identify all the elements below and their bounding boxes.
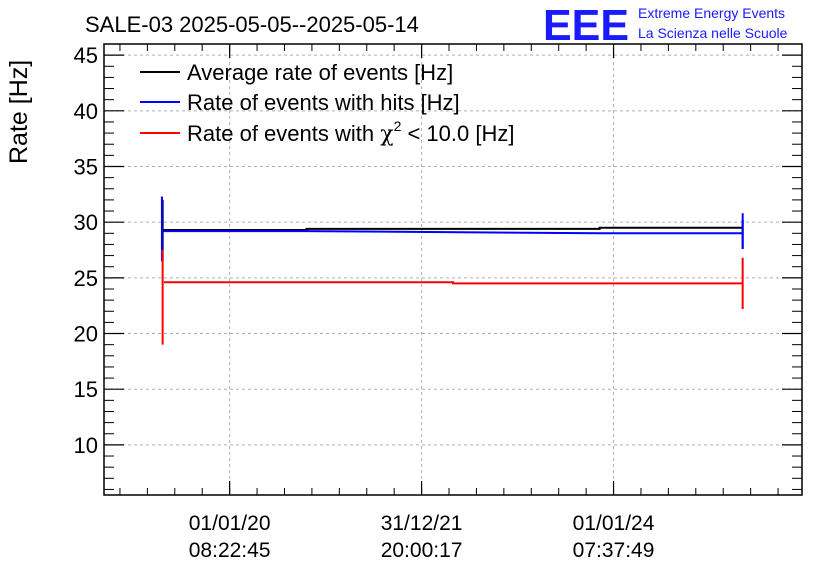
x-tick-label-time: 20:00:17 <box>381 539 463 562</box>
series-line <box>163 226 743 231</box>
y-tick-labels: 10 15 20 25 30 35 40 45 <box>74 43 98 458</box>
legend-label-hits: Rate of events with hits [Hz] <box>187 90 460 115</box>
y-tick-label: 25 <box>74 266 98 291</box>
legend-chi-symbol: χ <box>380 122 393 147</box>
y-tick-label: 40 <box>74 99 98 124</box>
legend-label-average: Average rate of events [Hz] <box>187 60 453 85</box>
x-tick-label-date: 01/01/20 <box>189 512 271 535</box>
x-tick-label-time: 08:22:45 <box>189 539 271 562</box>
data-series <box>160 196 744 345</box>
x-tick-label-date: 01/01/24 <box>573 512 655 535</box>
legend-chi2-suffix: < 10.0 [Hz] <box>401 121 514 146</box>
plot-frame <box>103 43 803 496</box>
eee-logo: EEE <box>543 1 629 50</box>
grid-lines <box>104 44 802 495</box>
legend-label-chi2: Rate of events with χ2 < 10.0 [Hz] <box>187 118 514 147</box>
legend-chi2-prefix: Rate of events with <box>187 121 380 146</box>
y-tick-label: 30 <box>74 210 98 235</box>
chart-title: SALE-03 2025-05-05--2025-05-14 <box>85 12 419 37</box>
x-tick-labels: 01/01/20 08:22:45 31/12/21 20:00:17 01/01/24… <box>189 512 655 562</box>
x-tick-label-date: 31/12/21 <box>381 512 463 535</box>
y-tick-label: 45 <box>74 43 98 68</box>
y-tick-label: 15 <box>74 377 98 402</box>
brand-line-1: Extreme Energy Events <box>638 5 785 21</box>
y-tick-label: 10 <box>74 433 98 458</box>
x-tick-label-time: 07:37:49 <box>573 539 655 562</box>
series-0 <box>161 199 744 261</box>
y-tick-label: 20 <box>74 322 98 347</box>
y-axis-label: Rate [Hz] <box>5 60 33 164</box>
series-2 <box>161 250 744 345</box>
legend: Average rate of events [Hz] Rate of even… <box>140 60 514 147</box>
eee-logo-text: EEE <box>543 1 629 50</box>
legend-chi-superscript: 2 <box>394 118 402 134</box>
series-line <box>164 281 743 285</box>
y-tick-label: 35 <box>74 154 98 179</box>
series-line <box>163 230 743 235</box>
brand-line-2: La Scienza nelle Scuole <box>638 25 788 41</box>
axis-ticks <box>104 43 802 495</box>
